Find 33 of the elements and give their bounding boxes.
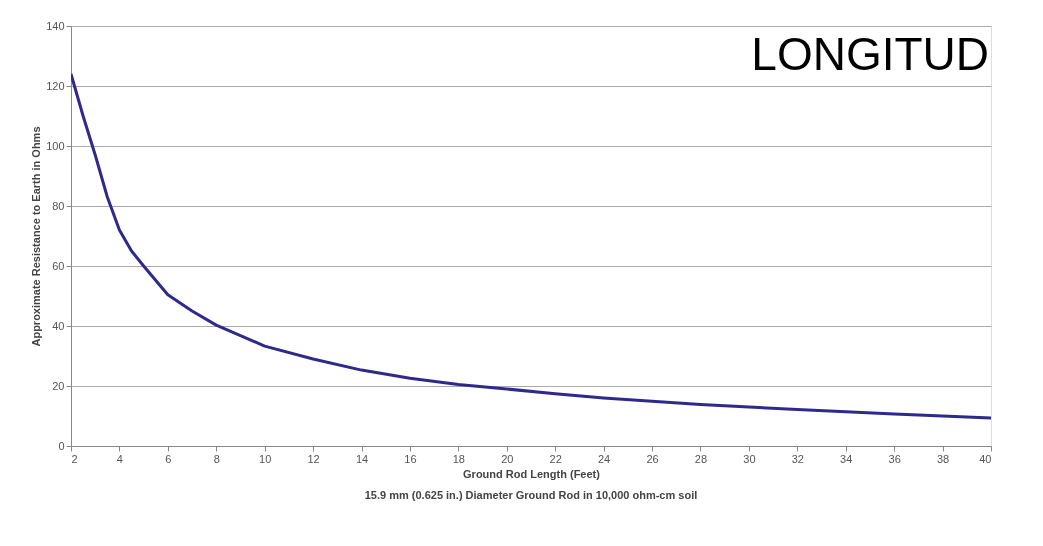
x-tick-label: 6 (165, 452, 172, 465)
x-tick-label: 20 (501, 452, 514, 465)
x-tick-label: 10 (259, 452, 272, 465)
x-tick-label: 40 (979, 452, 992, 465)
x-tick-label: 22 (549, 452, 562, 465)
x-tick-label: 30 (743, 452, 756, 465)
y-tick-label: 120 (46, 79, 65, 92)
x-tick-label: 4 (116, 452, 123, 465)
y-tick-label: 100 (46, 139, 65, 152)
y-tick-label: 140 (46, 19, 65, 32)
x-axis-title: Ground Rod Length (Feet) (463, 467, 601, 480)
x-tick-label: 2 (71, 452, 78, 465)
x-tick-label: 16 (404, 452, 417, 465)
x-tick-label: 32 (791, 452, 804, 465)
x-tick-label: 28 (694, 452, 708, 465)
line-series (71, 72, 991, 420)
y-tick-label: 60 (52, 259, 65, 272)
y-tick-label: 80 (52, 199, 65, 212)
y-tick-label: 40 (52, 319, 65, 332)
x-tick-label: 12 (307, 452, 320, 465)
y-axis-title: Approximate Resistance to Earth in Ohms (30, 126, 43, 347)
y-tick-label: 0 (58, 439, 65, 452)
x-tick-label: 36 (888, 452, 901, 465)
x-tick-label: 26 (646, 452, 659, 465)
x-tick-label: 8 (213, 452, 220, 465)
x-tick-label: 18 (452, 452, 465, 465)
x-tick-label: 34 (840, 452, 853, 465)
annotation: LONGITUD (751, 28, 989, 80)
text: 15.9 mm (0.625 in.) Diameter Ground Rod in 10,000 ohm-cm soil (364, 489, 698, 501)
y-tick-label: 20 (52, 379, 65, 392)
x-tick-label: 14 (355, 452, 369, 465)
x-tick-label: 24 (598, 452, 611, 465)
x-tick-label: 38 (936, 452, 950, 465)
